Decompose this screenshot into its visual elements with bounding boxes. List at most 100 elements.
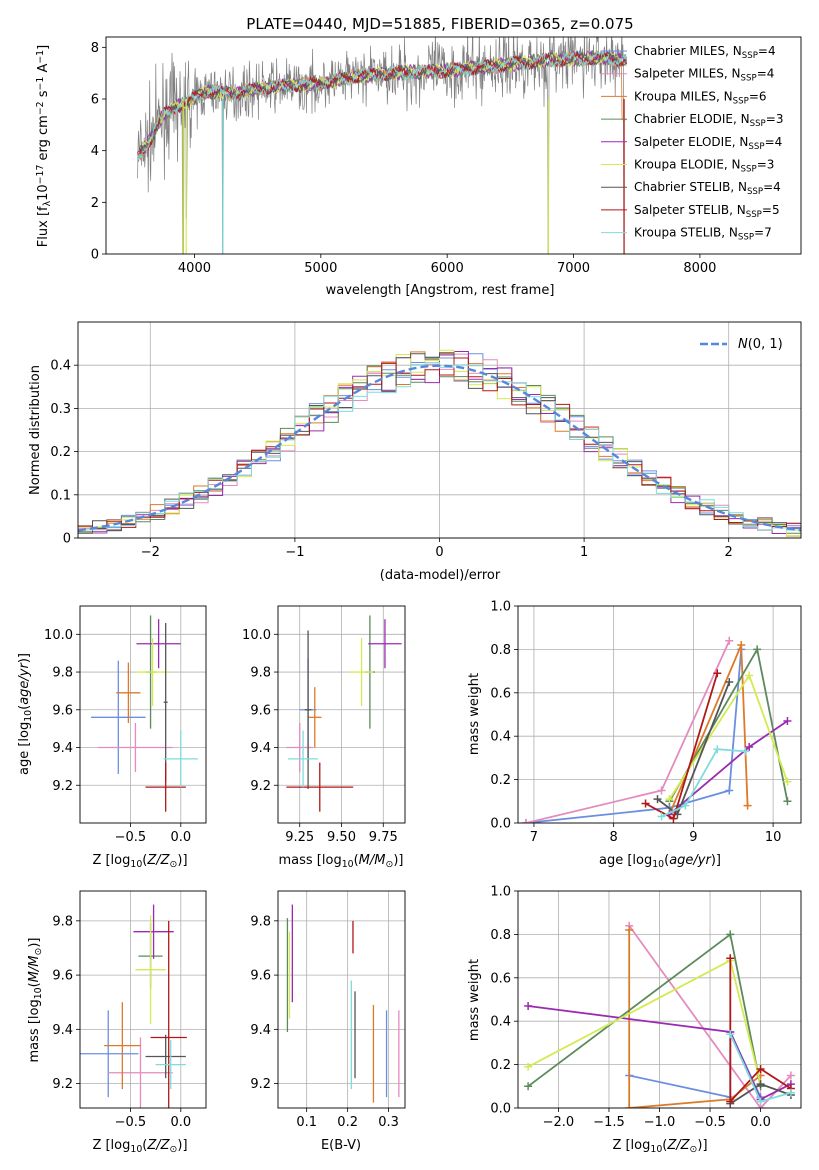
- histogram-4: [78, 351, 801, 534]
- weight-line: [525, 649, 743, 823]
- x-tick-label: 4000: [178, 261, 211, 276]
- weight-line: [628, 925, 792, 1108]
- x-tick-label: 0.0: [170, 1115, 191, 1130]
- y-tick-label: 0.8: [490, 643, 511, 658]
- weight-marker: [524, 1062, 533, 1071]
- x-tick-label: 1: [580, 545, 588, 560]
- weight-marker: [743, 801, 752, 810]
- y-tick-label: 8: [91, 41, 99, 56]
- x-tick-label: 7: [530, 830, 538, 845]
- y-tick-label: 9.2: [250, 779, 271, 794]
- figure-title: PLATE=0440, MJD=51885, FIBERID=0365, z=0…: [246, 15, 633, 33]
- axes-frame: [517, 890, 802, 1109]
- y-tick-label: 6: [91, 93, 99, 108]
- x-tick-label: 0.1: [296, 1115, 317, 1130]
- axes-frame: [105, 36, 802, 255]
- axes-residuals: −2 −1 0 1 2 0 0.1 0.2 0.3 0.4 (data-model)/error No…: [28, 321, 802, 583]
- plot-area-age_vs_Z: [91, 615, 198, 812]
- weight-marker: [669, 814, 678, 823]
- y-tick-label: 0.8: [490, 928, 511, 943]
- weight-marker: [665, 795, 674, 804]
- weight-line: [661, 748, 746, 818]
- legend-label: Kroupa ELODIE, NSSP=3: [634, 158, 774, 175]
- y-axis-label: Flux [fλ10−17 erg cm−2 s−1 A−1]: [35, 45, 53, 247]
- x-tick-label: 10: [765, 830, 782, 845]
- y-axis-label: mass weight: [467, 673, 482, 755]
- x-axis-label: (data-model)/error: [380, 568, 501, 583]
- legend-label: N(0, 1): [738, 337, 783, 352]
- y-tick-label: 9.4: [52, 1023, 73, 1038]
- weight-line: [729, 958, 792, 1104]
- x-tick-label: 0: [435, 545, 443, 560]
- y-tick-label: 9.2: [52, 779, 73, 794]
- legend-label: Salpeter STELIB, NSSP=5: [634, 203, 780, 220]
- axes-frame: [79, 605, 207, 824]
- legend-label: Kroupa MILES, NSSP=6: [634, 89, 767, 106]
- weight-marker: [713, 745, 722, 754]
- x-tick-label: 5000: [304, 261, 337, 276]
- plot-area-mass_vs_ebv: [286, 904, 400, 1103]
- x-tick-label: 9: [689, 830, 697, 845]
- y-tick-label: 9.4: [250, 741, 271, 756]
- weight-line: [668, 673, 789, 800]
- x-axis-label: Z [log10(Z/Z⊙)]: [612, 1138, 707, 1155]
- plot-area-spectrum: [137, 37, 628, 254]
- x-axis-label: Z [log10(Z/Z⊙)]: [92, 853, 187, 870]
- weight-marker: [783, 777, 792, 786]
- x-tick-label: −1: [285, 545, 304, 560]
- axes-frame: [79, 890, 207, 1109]
- plot-area-weight_vs_Z: [524, 921, 795, 1108]
- x-tick-label: 0.2: [337, 1115, 358, 1130]
- weight-marker: [741, 747, 750, 756]
- axes-weight_vs_Z: −2.0 −1.5 −1.0 −0.5 0.0 0.0 0.2 0.4 0.6 0.8 1.0 Z […: [467, 885, 802, 1155]
- y-axis-label: mass weight: [467, 959, 482, 1041]
- y-tick-label: 9.8: [250, 914, 271, 929]
- y-tick-label: 0.0: [490, 1102, 511, 1117]
- axes-frame: [277, 605, 406, 824]
- x-tick-label: 6000: [431, 261, 464, 276]
- y-tick-label: 0.1: [50, 488, 71, 503]
- y-tick-label: 10.0: [44, 628, 73, 643]
- weight-marker: [713, 669, 722, 678]
- y-tick-label: 9.4: [250, 1023, 271, 1038]
- y-tick-label: 9.6: [250, 703, 271, 718]
- y-tick-label: 0.0: [490, 817, 511, 832]
- legend-label: Chabrier ELODIE, NSSP=3: [634, 112, 783, 129]
- y-tick-label: 0.6: [490, 971, 511, 986]
- y-tick-label: 1.0: [490, 600, 511, 615]
- weight-marker: [653, 795, 662, 804]
- model-spectrum: [137, 51, 627, 155]
- weight-marker: [657, 812, 666, 821]
- y-axis-label: Normed distribution: [28, 365, 43, 495]
- x-tick-label: −0.5: [694, 1115, 726, 1130]
- weight-marker: [737, 641, 746, 650]
- y-tick-label: 9.6: [52, 703, 73, 718]
- weight-line: [527, 1005, 792, 1101]
- weight-marker: [726, 930, 735, 939]
- weight-marker: [756, 1064, 765, 1073]
- normal-curve: [78, 364, 801, 532]
- weight-line: [668, 646, 789, 802]
- y-tick-label: 9.2: [250, 1077, 271, 1092]
- y-tick-label: 9.8: [52, 914, 73, 929]
- plot-area-mass_vs_Z: [80, 904, 187, 1108]
- spectrum-legend: Chabrier MILES, NSSP=4 Salpeter MILES, NS…: [601, 44, 783, 243]
- y-tick-label: 9.6: [250, 969, 271, 984]
- plot-area-age_vs_mass: [286, 615, 402, 812]
- x-tick-label: 9.75: [369, 830, 398, 845]
- weight-line: [527, 959, 762, 1085]
- weight-marker: [745, 671, 754, 680]
- y-tick-label: 4: [91, 144, 99, 159]
- weight-marker: [625, 1104, 634, 1108]
- x-tick-label: 7000: [557, 261, 590, 276]
- x-tick-label: 0.0: [750, 1115, 771, 1130]
- x-tick-label: 9.50: [327, 830, 356, 845]
- weight-marker: [726, 1097, 735, 1106]
- x-tick-label: −0.5: [115, 830, 147, 845]
- y-tick-label: 0.4: [490, 730, 511, 745]
- y-tick-label: 0.2: [50, 445, 71, 460]
- weight-marker: [783, 717, 792, 726]
- weight-line: [668, 644, 749, 815]
- y-tick-label: 0.2: [490, 773, 511, 788]
